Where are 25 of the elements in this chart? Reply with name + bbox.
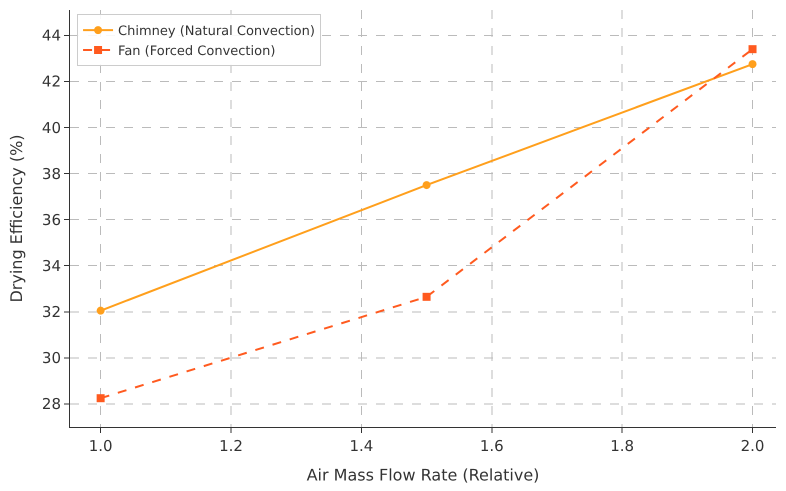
x-tick-label: 1.0 [88,437,113,455]
y-tick-label: 42 [42,72,61,91]
x-axis-title: Air Mass Flow Rate (Relative) [306,466,540,485]
point [96,394,105,402]
point [748,60,757,68]
x-tick-label: 1.4 [349,437,374,455]
y-tick-label: 28 [42,395,61,414]
point [422,292,431,301]
point [422,181,431,190]
x-tick-label: 2.0 [740,437,764,455]
legend-label: Chimney (Natural Convection) [118,24,315,40]
legend-label: Fan (Forced Convection) [118,44,276,60]
y-tick-label: 32 [42,303,61,322]
point [748,45,757,54]
x-tick-label: 1.8 [610,437,634,455]
y-tick-label: 34 [42,256,61,275]
y-axis-title: Drying Efficiency (%) [6,134,26,303]
y-tick-label: 38 [42,164,61,183]
y-tick-label: 30 [42,349,61,368]
y-tick-label: 44 [42,26,61,45]
x-tick-label: 1.2 [219,437,243,455]
point [96,306,105,315]
x-tick-label: 1.6 [480,437,504,455]
y-tick-label: 40 [42,118,61,137]
y-tick-label: 36 [42,210,61,229]
